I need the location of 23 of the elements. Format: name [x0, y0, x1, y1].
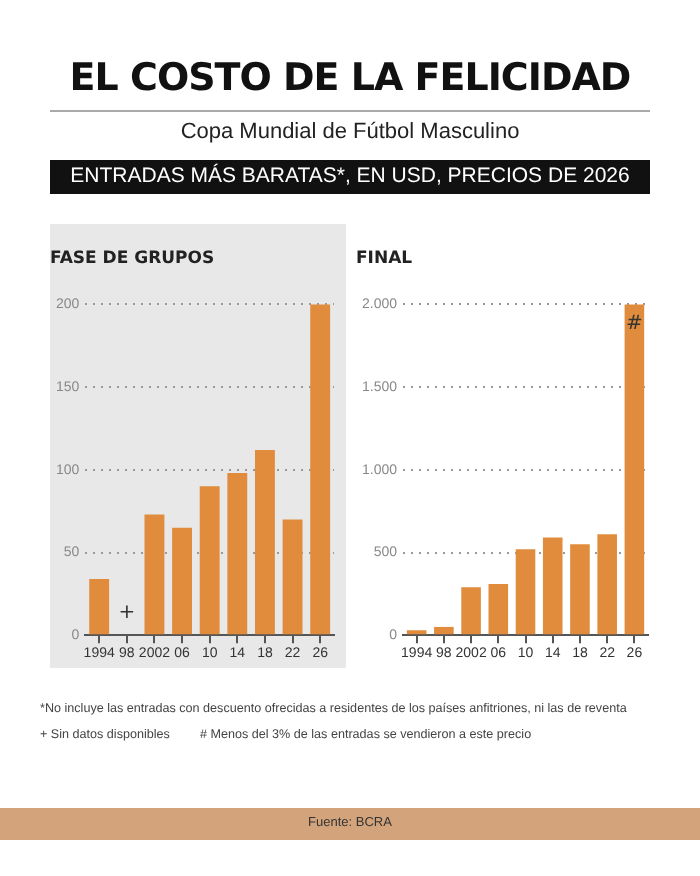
bar [172, 527, 192, 635]
bar [570, 544, 590, 635]
bar [89, 578, 110, 635]
text: Copa Mundial de Fútbol Masculino [178, 120, 522, 144]
bar [597, 534, 617, 635]
text: EL COSTO DE LA FELICIDAD [67, 56, 633, 100]
bar [227, 473, 248, 635]
bar [310, 304, 331, 635]
bar [488, 583, 509, 635]
annotation: # [626, 313, 643, 336]
chart-title: FASE DE GRUPOS [50, 248, 215, 269]
bar [515, 549, 536, 635]
bar [624, 304, 645, 635]
text: ENTRADAS MÁS BARATAS*, EN USD, PRECIOS DE 2026 [50, 160, 650, 194]
bar [144, 514, 165, 635]
bar [199, 486, 220, 635]
chart-title: FINAL [356, 248, 414, 269]
bar [461, 587, 481, 635]
bar [282, 519, 303, 635]
bar [434, 626, 454, 635]
bar [542, 537, 563, 635]
bar [254, 449, 275, 635]
annotation: + [118, 602, 136, 625]
